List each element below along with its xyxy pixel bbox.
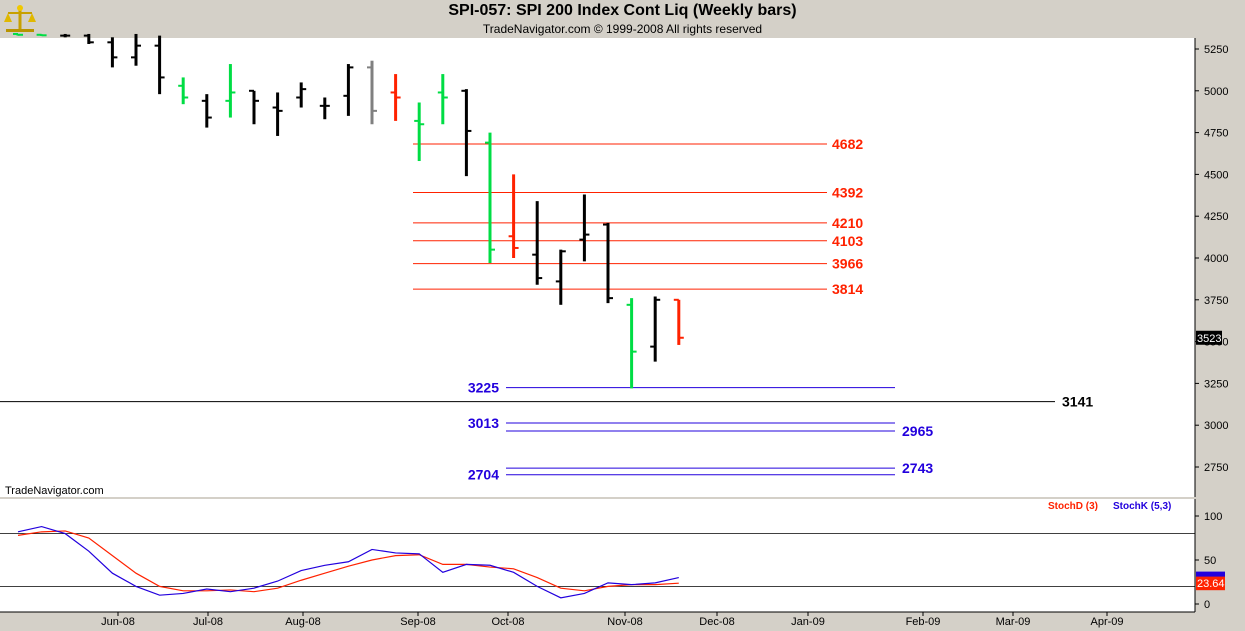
time-tick-label: Jun-08 [101, 616, 135, 628]
price-level-label: 3141 [1062, 394, 1093, 410]
price-tick-label: 4750 [1204, 128, 1228, 140]
oscillator-panel [0, 499, 1195, 612]
ohlc-bar [296, 82, 307, 108]
price-level-label: 2965 [902, 423, 933, 439]
ohlc-bar [603, 222, 613, 304]
osc-tick-label: 100 [1204, 511, 1222, 523]
time-tick-label: Jan-09 [791, 616, 825, 628]
last-price-badge [1196, 330, 1222, 345]
price-tick-label: 5250 [1204, 44, 1228, 56]
price-level-label: 2704 [468, 467, 499, 483]
ohlc-bar [13, 32, 23, 36]
price-level-label: 3013 [468, 415, 499, 431]
time-tick-label: Nov-08 [607, 616, 642, 628]
ohlc-bar [508, 174, 519, 258]
price-tick-label: 3750 [1204, 295, 1228, 307]
price-level-label: 4210 [832, 215, 863, 231]
legend-stochd: StochD (3) [1048, 501, 1098, 512]
ohlc-bar [555, 249, 566, 305]
ohlc-bar [650, 296, 661, 362]
price-axis: 2750300032503500375040004250450047505000… [1194, 38, 1228, 497]
ohlc-bar [319, 97, 330, 120]
ohlc-bar [437, 74, 448, 125]
osc-last-badge [1196, 576, 1225, 591]
price-level-label: 4392 [832, 184, 863, 200]
price-tick-label: 4000 [1204, 253, 1228, 265]
last-price-label: 3523 [1197, 333, 1221, 345]
time-tick-label: Sep-08 [400, 616, 435, 628]
stoch-line [17, 530, 679, 593]
price-level-label: 2743 [902, 460, 933, 476]
osc-tick-label: 0 [1204, 599, 1210, 611]
time-axis: Jun-08 Jul-08 Aug-08 Sep-08 Oct-08 Nov-08 Dec-… [0, 611, 1195, 628]
time-tick-label: Dec-08 [699, 616, 734, 628]
price-tick-label: 3250 [1204, 378, 1228, 390]
price-tick-label: 4500 [1204, 169, 1228, 181]
ohlc-bar [414, 102, 425, 162]
stochastic-lines [17, 525, 679, 599]
price-level-label: 4682 [832, 136, 863, 152]
time-tick-label: Oct-08 [491, 616, 524, 628]
ohlc-bar [201, 94, 212, 128]
price-tick-label: 4250 [1204, 211, 1228, 223]
chart-title: SPI-057: SPI 200 Index Cont Liq (Weekly … [448, 2, 797, 19]
ohlc-bar [131, 33, 141, 66]
ohlc-bar [673, 298, 684, 345]
legend-stochk: StochK (5,3) [1113, 501, 1171, 512]
ohlc-bar [249, 89, 259, 125]
price-panel [0, 38, 1195, 497]
ohlc-bar [461, 89, 472, 177]
ohlc-bar [178, 77, 189, 105]
ohlc-bar [626, 298, 637, 389]
price-tick-label: 5000 [1204, 86, 1228, 98]
osc-tick-label: 50 [1204, 555, 1216, 567]
ohlc-bar [390, 74, 401, 121]
ohlc-bar [367, 60, 377, 125]
ohlc-bar [485, 132, 495, 264]
time-tick-label: Mar-09 [996, 616, 1031, 628]
time-tick-label: Apr-09 [1090, 616, 1123, 628]
price-tick-label: 3000 [1204, 420, 1228, 432]
time-tick-label: Jul-08 [193, 616, 223, 628]
stoch-line [17, 525, 679, 599]
price-level-label: 3814 [832, 281, 863, 297]
time-tick-label: Feb-09 [906, 616, 941, 628]
ohlc-bar [532, 201, 543, 285]
ohlc-bar [60, 33, 71, 38]
price-level-label: 3225 [468, 380, 499, 396]
ohlc-bar [36, 33, 47, 37]
ohlc-bar [154, 35, 165, 95]
price-levels: 4682 4392 4210 4103 3966 3814 3225 3141 3013 2965… [0, 136, 1093, 483]
ohlc-bars [13, 32, 684, 389]
trade-navigator-logo-icon [4, 5, 36, 32]
oscillator-axis: 0 50 100 23.64 [0, 499, 1225, 612]
ohlc-bar [343, 64, 354, 116]
osc-last-label: 23.64 [1197, 578, 1225, 590]
price-level-label: 3966 [832, 256, 863, 272]
time-tick-label: Aug-08 [285, 616, 320, 628]
price-level-label: 4103 [832, 233, 863, 249]
osc-k-badge [1196, 571, 1225, 577]
ohlc-bar [83, 33, 94, 44]
chart-subtitle: TradeNavigator.com © 1999-2008 All right… [482, 22, 763, 36]
price-tick-label: 2750 [1204, 462, 1228, 474]
ohlc-bar [272, 92, 283, 136]
ohlc-bar [225, 64, 236, 118]
watermark: TradeNavigator.com [5, 485, 104, 497]
ohlc-bar [579, 194, 590, 262]
ohlc-bar [107, 37, 118, 68]
